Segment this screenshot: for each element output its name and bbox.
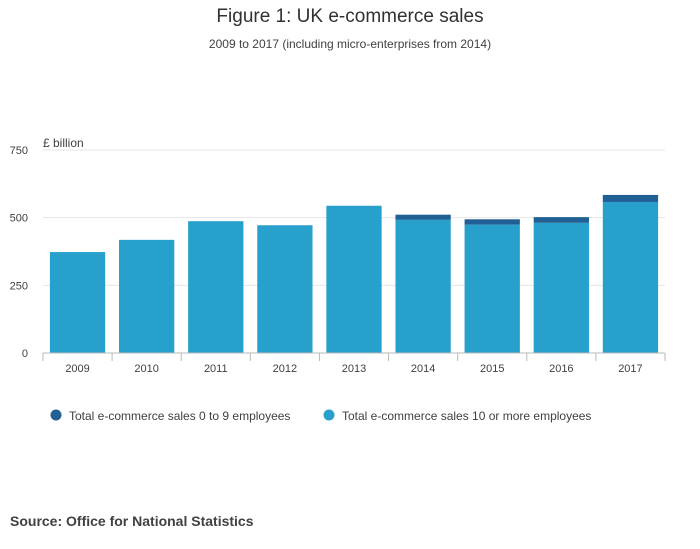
bar-0-9-employees [602,194,659,202]
x-tick-label: 2016 [549,363,573,375]
x-tick-label: 2017 [618,363,642,375]
y-tick-label: 250 [10,280,28,292]
bar-10plus-employees [602,201,659,353]
bar-0-9-employees [464,219,520,225]
bar-10plus-employees [49,252,106,353]
x-tick-label: 2013 [342,363,366,375]
x-tick-label: 2010 [134,363,158,375]
stacked-bar-chart: 0 250 500 750 2009 2010 2011 2012 2013 2014 2015 20… [10,136,666,423]
y-tick-label: 0 [22,348,28,360]
legend-swatch [50,409,62,421]
y-axis-label: £ billion [43,136,84,150]
bar-10plus-employees [464,224,520,353]
chart-subtitle: 2009 to 2017 (including micro-enterprise… [208,37,492,51]
bars [49,194,659,353]
y-tick-label: 750 [10,145,28,157]
y-tick-label: 500 [10,213,28,225]
bar-0-9-employees [395,214,451,220]
bar-10plus-employees [533,222,589,353]
x-tick-label: 2009 [65,363,89,375]
x-tick-label: 2014 [411,363,435,375]
legend-swatch [323,409,335,421]
source-note: Source: Office for National Statistics [10,513,254,529]
bar-10plus-employees [326,205,382,353]
legend-label: Total e-commerce sales 0 to 9 employees [69,409,290,423]
x-tick-label: 2015 [480,363,504,375]
bar-10plus-employees [119,239,175,353]
legend-label: Total e-commerce sales 10 or more employ… [342,409,591,423]
chart-title: Figure 1: UK e-commerce sales [216,6,484,27]
bar-10plus-employees [188,221,244,353]
bar-0-9-employees [533,217,589,223]
bar-10plus-employees [395,219,451,353]
x-tick-label: 2012 [273,363,297,375]
x-tick-label: 2011 [204,363,228,375]
axes: 0 250 500 750 2009 2010 2011 2012 2013 2014 2015 20… [10,145,666,375]
legend: Total e-commerce sales 0 to 9 employees T… [50,409,591,423]
bar-10plus-employees [257,225,313,353]
